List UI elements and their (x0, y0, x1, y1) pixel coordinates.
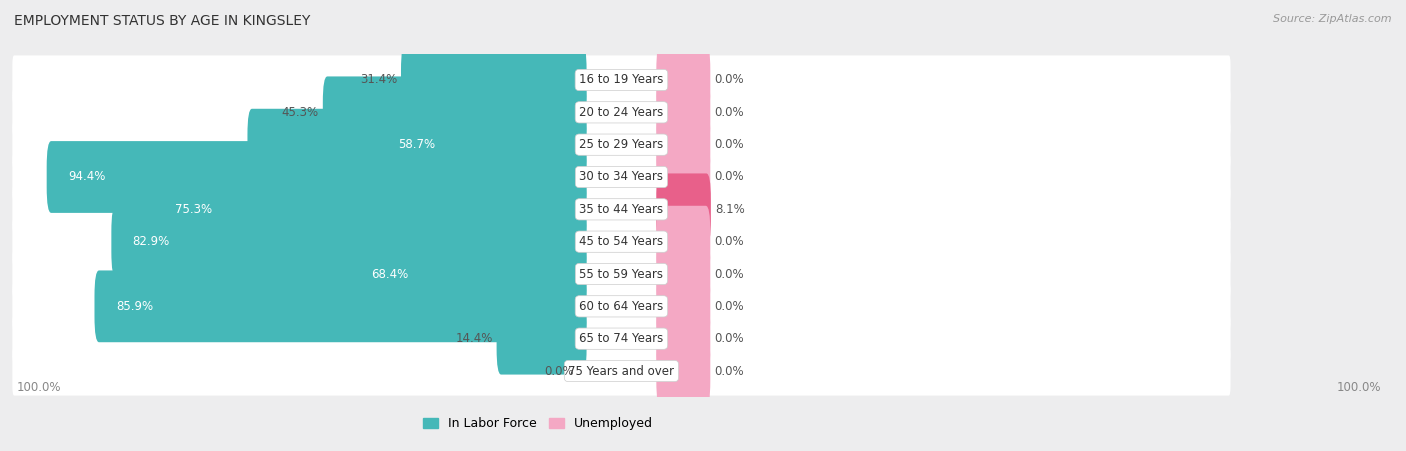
Text: 20 to 24 Years: 20 to 24 Years (579, 106, 664, 119)
FancyBboxPatch shape (657, 238, 710, 310)
Text: 0.0%: 0.0% (714, 332, 744, 345)
Text: 65 to 74 Years: 65 to 74 Years (579, 332, 664, 345)
FancyBboxPatch shape (13, 217, 1230, 266)
FancyBboxPatch shape (657, 174, 711, 245)
FancyBboxPatch shape (13, 249, 1230, 299)
FancyBboxPatch shape (155, 174, 586, 245)
FancyBboxPatch shape (13, 120, 1230, 169)
Text: 60 to 64 Years: 60 to 64 Years (579, 300, 664, 313)
Text: 0.0%: 0.0% (714, 106, 744, 119)
FancyBboxPatch shape (13, 314, 1230, 363)
Text: 0.0%: 0.0% (544, 364, 574, 377)
Text: 0.0%: 0.0% (714, 138, 744, 151)
FancyBboxPatch shape (13, 282, 1230, 331)
Text: 0.0%: 0.0% (714, 267, 744, 281)
Text: 75 Years and over: 75 Years and over (568, 364, 675, 377)
FancyBboxPatch shape (657, 206, 710, 277)
Text: 75.3%: 75.3% (176, 203, 212, 216)
Text: EMPLOYMENT STATUS BY AGE IN KINGSLEY: EMPLOYMENT STATUS BY AGE IN KINGSLEY (14, 14, 311, 28)
FancyBboxPatch shape (94, 271, 586, 342)
Text: 85.9%: 85.9% (115, 300, 153, 313)
Text: 8.1%: 8.1% (714, 203, 745, 216)
Text: 0.0%: 0.0% (714, 74, 744, 87)
Legend: In Labor Force, Unemployed: In Labor Force, Unemployed (418, 412, 658, 435)
FancyBboxPatch shape (13, 88, 1230, 137)
Text: 100.0%: 100.0% (1336, 381, 1381, 394)
Text: 0.0%: 0.0% (714, 300, 744, 313)
Text: 45 to 54 Years: 45 to 54 Years (579, 235, 664, 248)
Text: 45.3%: 45.3% (281, 106, 319, 119)
FancyBboxPatch shape (111, 206, 586, 277)
Text: 31.4%: 31.4% (360, 74, 396, 87)
Text: 100.0%: 100.0% (17, 381, 62, 394)
Text: 35 to 44 Years: 35 to 44 Years (579, 203, 664, 216)
FancyBboxPatch shape (657, 303, 710, 375)
FancyBboxPatch shape (496, 303, 586, 375)
Text: 16 to 19 Years: 16 to 19 Years (579, 74, 664, 87)
FancyBboxPatch shape (657, 109, 710, 180)
Text: 55 to 59 Years: 55 to 59 Years (579, 267, 664, 281)
Text: 68.4%: 68.4% (371, 267, 408, 281)
Text: 0.0%: 0.0% (714, 170, 744, 184)
Text: 94.4%: 94.4% (67, 170, 105, 184)
FancyBboxPatch shape (657, 44, 710, 116)
FancyBboxPatch shape (401, 44, 586, 116)
FancyBboxPatch shape (657, 76, 710, 148)
FancyBboxPatch shape (657, 141, 710, 213)
FancyBboxPatch shape (247, 109, 586, 180)
FancyBboxPatch shape (323, 76, 586, 148)
Text: Source: ZipAtlas.com: Source: ZipAtlas.com (1274, 14, 1392, 23)
FancyBboxPatch shape (13, 55, 1230, 105)
FancyBboxPatch shape (46, 141, 586, 213)
Text: 0.0%: 0.0% (714, 235, 744, 248)
Text: 0.0%: 0.0% (714, 364, 744, 377)
FancyBboxPatch shape (13, 152, 1230, 202)
Text: 30 to 34 Years: 30 to 34 Years (579, 170, 664, 184)
Text: 82.9%: 82.9% (132, 235, 170, 248)
FancyBboxPatch shape (13, 185, 1230, 234)
Text: 25 to 29 Years: 25 to 29 Years (579, 138, 664, 151)
Text: 14.4%: 14.4% (456, 332, 492, 345)
Text: 58.7%: 58.7% (398, 138, 436, 151)
FancyBboxPatch shape (657, 271, 710, 342)
FancyBboxPatch shape (657, 335, 710, 407)
FancyBboxPatch shape (13, 346, 1230, 396)
FancyBboxPatch shape (193, 238, 586, 310)
